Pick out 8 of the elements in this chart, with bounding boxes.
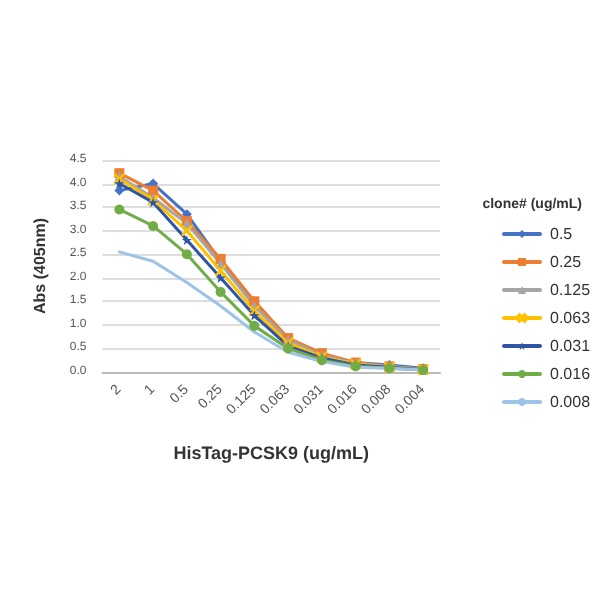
legend-label: 0.031 [550, 337, 592, 355]
legend-label: 0.125 [550, 281, 592, 299]
y-axis-title: Abs (405nm) [31, 217, 49, 315]
legend-label: 0.25 [550, 253, 583, 271]
legend-label: 0.063 [550, 309, 592, 327]
legend-label: 0.5 [550, 225, 574, 243]
x-axis-title: HisTag-PCSK9 (ug/mL) [173, 443, 370, 463]
legend-label: 0.016 [550, 365, 592, 383]
